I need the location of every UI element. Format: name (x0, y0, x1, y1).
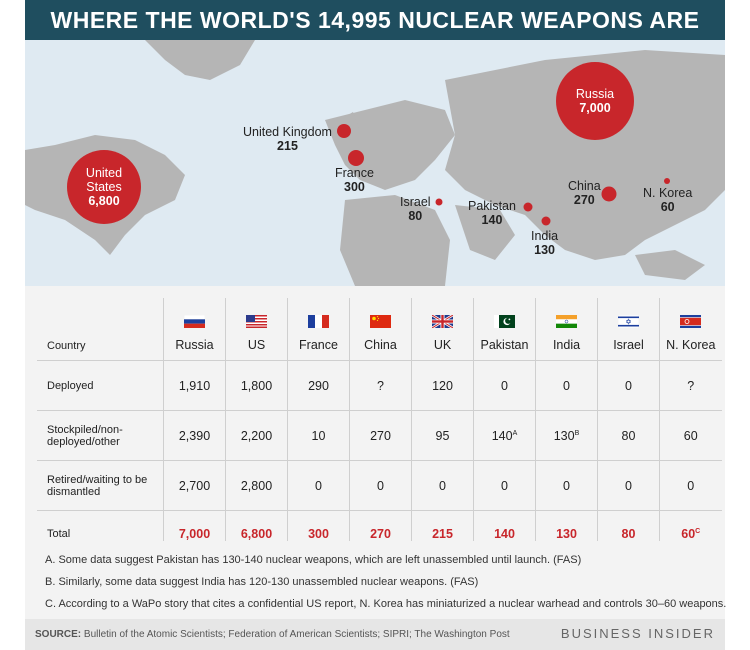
china-label: China 270 (568, 179, 601, 207)
footnote-c: C. According to a WaPo story that cites … (45, 598, 727, 610)
world-map: Russia 7,000 United States 6,800 United … (25, 40, 725, 286)
table-cell: 1,800 (225, 360, 288, 411)
table-cell: 140A (473, 410, 536, 461)
column-header-china: China (349, 298, 412, 361)
united-states-marker: United States 6,800 (67, 150, 141, 224)
israel-label: Israel 80 (400, 195, 431, 223)
table-cell: 95 (411, 410, 474, 461)
table-cell: 0 (473, 360, 536, 411)
footnote-mark: A (512, 429, 518, 437)
footer: SOURCE: Bulletin of the Atomic Scientist… (25, 619, 725, 650)
row-label: Stockpiled/non-deployed/other (37, 410, 164, 461)
weapons-table-panel: Country Russia US France China UK (25, 286, 725, 556)
table-row-stockpiled: Stockpiled/non-deployed/other 2,390 2,20… (37, 410, 722, 461)
page-title: WHERE THE WORLD'S 14,995 NUCLEAR WEAPONS… (25, 0, 725, 40)
table-cell: 2,800 (225, 460, 288, 511)
brand-logo: BUSINESS INSIDER (560, 626, 715, 641)
column-header-israel: Israel (597, 298, 660, 361)
russia-flag-icon (184, 315, 205, 328)
row-label: Deployed (37, 360, 164, 411)
table-cell: ? (349, 360, 412, 411)
table-cell: 0 (535, 360, 598, 411)
nkorea-label: N. Korea 60 (643, 186, 693, 214)
source-line: SOURCE: Bulletin of the Atomic Scientist… (35, 629, 510, 640)
pakistan-label: Pakistan 140 (468, 199, 516, 227)
footnote-b: B. Similarly, some data suggest India ha… (45, 576, 479, 588)
table-cell: 2,200 (225, 410, 288, 461)
table-cell: 270 (349, 410, 412, 461)
column-header-france: France (287, 298, 350, 361)
table-cell: 2,700 (163, 460, 226, 511)
footnotes: A. Some data suggest Pakistan has 130-14… (25, 541, 727, 619)
row-label: Retired/waiting to be dismantled (37, 460, 164, 511)
israel-flag-icon (618, 315, 639, 328)
table-cell: 0 (473, 460, 536, 511)
table-row-retired: Retired/waiting to be dismantled 2,700 2… (37, 460, 722, 511)
table-cell: 130B (535, 410, 598, 461)
footnote-a: A. Some data suggest Pakistan has 130-14… (45, 554, 582, 566)
us-flag-icon (246, 315, 267, 328)
table-cell: 2,390 (163, 410, 226, 461)
column-header-pakistan: Pakistan (473, 298, 536, 361)
column-header-russia: Russia (163, 298, 226, 361)
column-header-india: India (535, 298, 598, 361)
china-flag-icon (370, 315, 391, 328)
table-cell: 0 (597, 360, 660, 411)
france-label: France 300 (335, 166, 374, 194)
india-label: India 130 (531, 229, 559, 257)
table-row-deployed: Deployed 1,910 1,800 290 ? 120 0 0 0 ? (37, 360, 722, 411)
table-cell: 60 (659, 410, 722, 461)
column-header-country: Country (37, 298, 164, 361)
table-cell: 290 (287, 360, 350, 411)
table-cell: 120 (411, 360, 474, 411)
footnote-mark: B (574, 429, 580, 437)
table-header-row: Country Russia US France China UK (37, 298, 722, 361)
table-cell: 1,910 (163, 360, 226, 411)
uk-label: United Kingdom 215 (243, 125, 332, 153)
uk-flag-icon (432, 315, 453, 328)
table-cell: 0 (411, 460, 474, 511)
weapons-table: Country Russia US France China UK (37, 298, 722, 556)
table-cell: ? (659, 360, 722, 411)
column-header-us: US (225, 298, 288, 361)
column-header-uk: UK (411, 298, 474, 361)
nkorea-flag-icon (680, 315, 702, 328)
table-cell: 0 (287, 460, 350, 511)
india-flag-icon (556, 315, 577, 328)
table-cell: 80 (597, 410, 660, 461)
map-land (25, 40, 725, 286)
column-header-nkorea: N. Korea (659, 298, 722, 361)
russia-marker: Russia 7,000 (556, 62, 634, 140)
table-cell: 10 (287, 410, 350, 461)
table-cell: 0 (597, 460, 660, 511)
pakistan-flag-icon (494, 315, 515, 328)
table-cell: 0 (659, 460, 722, 511)
table-cell: 0 (535, 460, 598, 511)
france-flag-icon (308, 315, 329, 328)
footnote-mark: C (695, 527, 701, 535)
row-label: Total (47, 527, 71, 540)
table-cell: 0 (349, 460, 412, 511)
